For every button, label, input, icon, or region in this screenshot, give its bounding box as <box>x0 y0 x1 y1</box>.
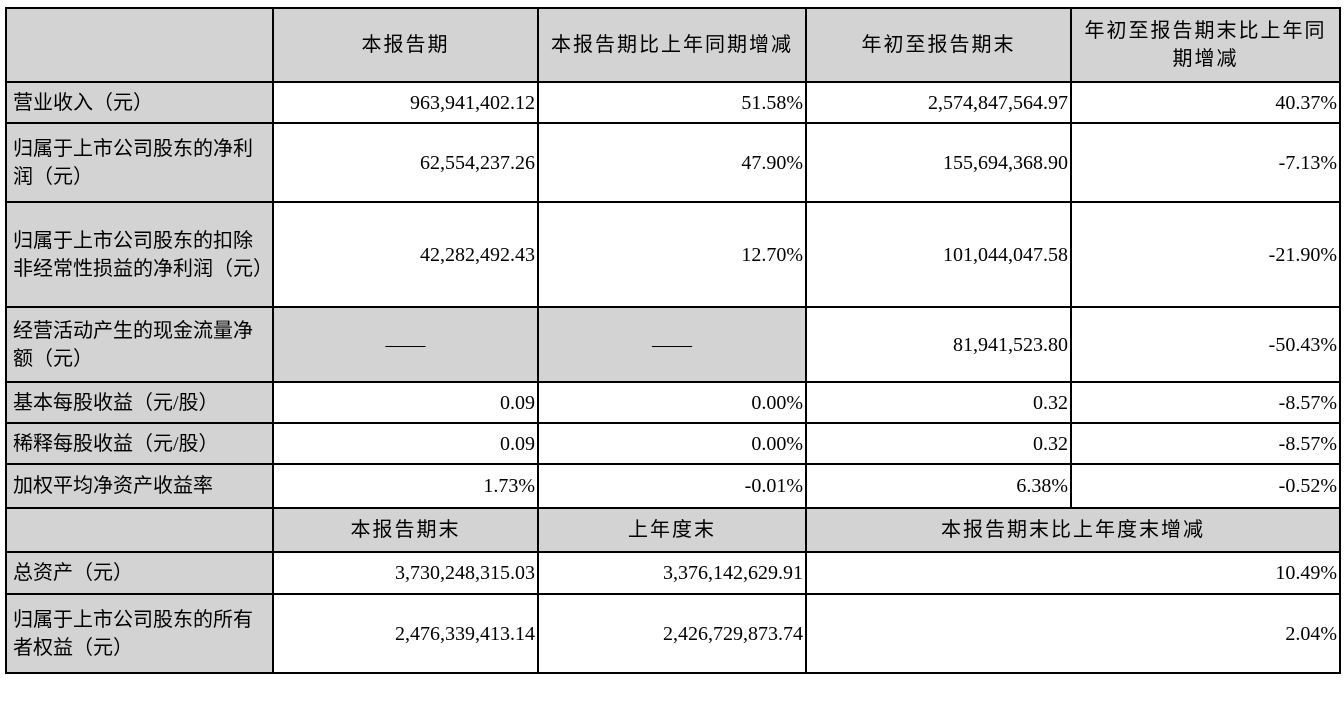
row-label: 归属于上市公司股东的扣除非经常性损益的净利润（元） <box>5 201 274 308</box>
cell-value: 0.09 <box>272 422 539 465</box>
cell-value: 2,574,847,564.97 <box>805 81 1072 124</box>
row-label: 营业收入（元） <box>5 81 274 124</box>
column-header-change-vs-prior-year-end: 本报告期末比上年度末增减 <box>805 507 1341 553</box>
cell-value: 1.73% <box>272 463 539 509</box>
cell-not-applicable: —— <box>537 306 807 383</box>
cell-value: 12.70% <box>537 201 807 308</box>
cell-value: -50.43% <box>1070 306 1341 383</box>
table-row-net-profit-excl-nonrecurring: 归属于上市公司股东的扣除非经常性损益的净利润（元） 42,282,492.43 … <box>5 201 1341 308</box>
cell-value: 81,941,523.80 <box>805 306 1072 383</box>
cell-value: 3,730,248,315.03 <box>272 551 539 595</box>
cell-value: 0.32 <box>805 422 1072 465</box>
cell-value: 51.58% <box>537 81 807 124</box>
cell-value: 10.49% <box>805 551 1341 595</box>
column-header-prior-year-end: 上年度末 <box>537 507 807 553</box>
table-row-total-assets: 总资产（元） 3,730,248,315.03 3,376,142,629.91… <box>5 551 1341 595</box>
row-label: 经营活动产生的现金流量净额（元） <box>5 306 274 383</box>
table-row-header-period: 本报告期 本报告期比上年同期增减 年初至报告期末 年初至报告期末比上年同期增减 <box>5 7 1341 83</box>
cell-not-applicable: —— <box>272 306 539 383</box>
cell-value: 47.90% <box>537 122 807 203</box>
corner-cell <box>5 507 274 553</box>
row-label: 加权平均净资产收益率 <box>5 463 274 509</box>
cell-value: -0.52% <box>1070 463 1341 509</box>
cell-value: 2.04% <box>805 593 1341 674</box>
cell-value: -8.57% <box>1070 422 1341 465</box>
table-row-revenue: 营业收入（元） 963,941,402.12 51.58% 2,574,847,… <box>5 81 1341 124</box>
cell-value: 6.38% <box>805 463 1072 509</box>
row-label: 归属于上市公司股东的所有者权益（元） <box>5 593 274 674</box>
table-row-shareholders-equity: 归属于上市公司股东的所有者权益（元） 2,476,339,413.14 2,42… <box>5 593 1341 674</box>
cell-value: 101,044,047.58 <box>805 201 1072 308</box>
cell-value: 0.09 <box>272 381 539 424</box>
table-row-weighted-roe: 加权平均净资产收益率 1.73% -0.01% 6.38% -0.52% <box>5 463 1341 509</box>
cell-value: 0.00% <box>537 381 807 424</box>
cell-value: 155,694,368.90 <box>805 122 1072 203</box>
cell-value: 42,282,492.43 <box>272 201 539 308</box>
table-row-diluted-eps: 稀释每股收益（元/股） 0.09 0.00% 0.32 -8.57% <box>5 422 1341 465</box>
table-row-basic-eps: 基本每股收益（元/股） 0.09 0.00% 0.32 -8.57% <box>5 381 1341 424</box>
row-label: 总资产（元） <box>5 551 274 595</box>
cell-value: 2,476,339,413.14 <box>272 593 539 674</box>
table-row-header-period-end: 本报告期末 上年度末 本报告期末比上年度末增减 <box>5 507 1341 553</box>
corner-cell <box>5 7 274 83</box>
quarterly-report-page: { "table": { "header_row_1": { "corner":… <box>0 7 1344 710</box>
cell-value: -0.01% <box>537 463 807 509</box>
column-header-ytd: 年初至报告期末 <box>805 7 1072 83</box>
cell-value: 3,376,142,629.91 <box>537 551 807 595</box>
cell-value: 963,941,402.12 <box>272 81 539 124</box>
column-header-yoy-change: 本报告期比上年同期增减 <box>537 7 807 83</box>
cell-value: 2,426,729,873.74 <box>537 593 807 674</box>
table-row-net-profit: 归属于上市公司股东的净利润（元） 62,554,237.26 47.90% 15… <box>5 122 1341 203</box>
row-label: 基本每股收益（元/股） <box>5 381 274 424</box>
row-label: 归属于上市公司股东的净利润（元） <box>5 122 274 203</box>
cell-value: -7.13% <box>1070 122 1341 203</box>
cell-value: -21.90% <box>1070 201 1341 308</box>
cell-value: -8.57% <box>1070 381 1341 424</box>
table-row-operating-cash-flow: 经营活动产生的现金流量净额（元） —— —— 81,941,523.80 -50… <box>5 306 1341 383</box>
cell-value: 40.37% <box>1070 81 1341 124</box>
cell-value: 0.00% <box>537 422 807 465</box>
cell-value: 62,554,237.26 <box>272 122 539 203</box>
column-header-ytd-yoy-change: 年初至报告期末比上年同期增减 <box>1070 7 1341 83</box>
column-header-current-period-end: 本报告期末 <box>272 507 539 553</box>
cell-value: 0.32 <box>805 381 1072 424</box>
row-label: 稀释每股收益（元/股） <box>5 422 274 465</box>
financial-summary-table: 本报告期 本报告期比上年同期增减 年初至报告期末 年初至报告期末比上年同期增减 … <box>5 7 1341 674</box>
column-header-current-period: 本报告期 <box>272 7 539 83</box>
